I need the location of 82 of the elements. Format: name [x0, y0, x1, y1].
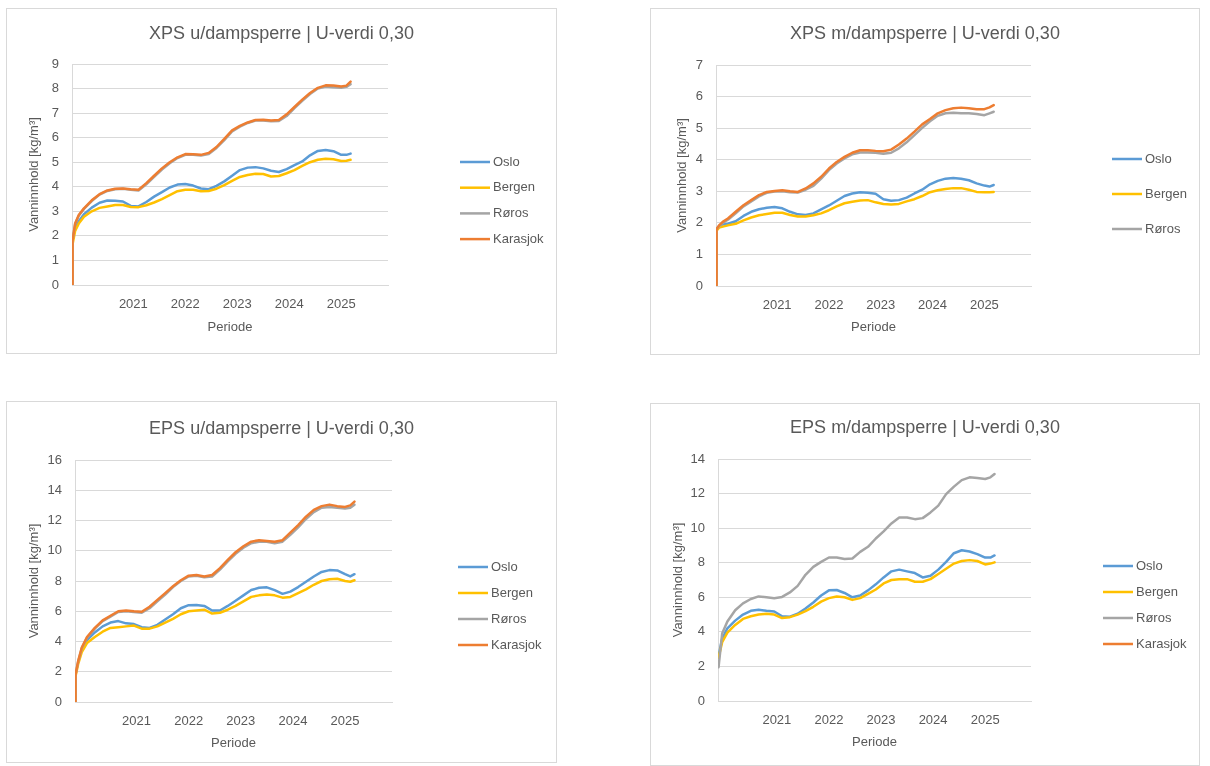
legend-label: Røros — [491, 610, 527, 626]
y-tick-label: 6 — [51, 129, 59, 145]
chart-title: XPS u/dampsperre | U-verdi 0,30 — [149, 22, 414, 43]
x-axis-title: Periode — [207, 318, 253, 334]
chart-title: XPS m/dampsperre | U-verdi 0,30 — [790, 22, 1060, 43]
y-tick-label: 2 — [697, 658, 705, 674]
x-tick-label: 2025 — [970, 712, 1000, 728]
x-tick-label: 2022 — [814, 712, 844, 728]
y-tick-label: 4 — [51, 178, 59, 194]
y-axis-title: Vanninnhold [kg/m³] — [670, 522, 686, 638]
y-axis-title: Vanninnhold [kg/m³] — [26, 523, 42, 639]
y-tick-label: 0 — [51, 276, 59, 292]
y-tick-label: 4 — [697, 623, 705, 639]
legend-label: Røros — [1136, 609, 1172, 625]
x-tick-label: 2025 — [330, 713, 360, 729]
legend-label: Karasjok — [493, 230, 545, 246]
legend-label: Oslo — [1145, 150, 1172, 166]
x-tick-label: 2024 — [918, 297, 948, 313]
y-tick-label: 9 — [51, 55, 59, 71]
y-tick-label: 14 — [47, 481, 62, 497]
x-tick-label: 2022 — [170, 296, 200, 312]
chart-title: EPS m/dampsperre | U-verdi 0,30 — [790, 416, 1060, 437]
y-tick-label: 14 — [690, 450, 705, 466]
y-tick-label: 4 — [695, 151, 703, 167]
chart-title: EPS u/dampsperre | U-verdi 0,30 — [149, 417, 414, 438]
y-tick-label: 2 — [51, 227, 59, 243]
y-tick-label: 12 — [47, 512, 62, 528]
x-tick-label: 2024 — [918, 712, 948, 728]
x-tick-label: 2021 — [122, 713, 151, 729]
x-tick-label: 2022 — [174, 713, 204, 729]
legend-label: Karasjok — [491, 636, 543, 652]
legend-label: Oslo — [1136, 557, 1163, 573]
x-axis-title: Periode — [211, 734, 256, 750]
y-tick-label: 10 — [690, 519, 705, 535]
x-tick-label: 2022 — [814, 297, 844, 313]
x-tick-label: 2021 — [762, 297, 792, 313]
legend-label: Karasjok — [1136, 635, 1188, 651]
legend-label: Røros — [1145, 220, 1181, 236]
y-tick-label: 8 — [697, 554, 705, 570]
y-tick-label: 5 — [51, 153, 59, 169]
y-tick-label: 1 — [51, 252, 59, 268]
x-tick-label: 2025 — [969, 297, 999, 313]
x-tick-label: 2024 — [278, 713, 308, 729]
x-tick-label: 2023 — [226, 713, 256, 729]
y-tick-label: 0 — [695, 277, 703, 293]
legend-label: Bergen — [1145, 185, 1187, 201]
x-axis-title: Periode — [852, 733, 897, 749]
y-tick-label: 6 — [697, 588, 705, 604]
y-tick-label: 6 — [695, 88, 703, 104]
y-tick-label: 4 — [54, 633, 62, 649]
legend-label: Bergen — [491, 584, 533, 600]
y-tick-label: 5 — [695, 119, 703, 135]
x-tick-label: 2023 — [866, 297, 896, 313]
x-tick-label: 2023 — [222, 296, 252, 312]
legend-label: Oslo — [491, 558, 518, 574]
y-tick-label: 3 — [695, 182, 703, 198]
y-axis-title: Vanninnhold [kg/m³] — [674, 118, 690, 233]
y-tick-label: 10 — [47, 542, 62, 558]
y-tick-label: 7 — [51, 104, 59, 120]
legend-label: Oslo — [493, 153, 520, 169]
y-axis-title: Vanninnhold [kg/m³] — [26, 117, 42, 232]
y-tick-label: 16 — [47, 451, 62, 467]
x-tick-label: 2021 — [118, 296, 148, 312]
y-tick-label: 3 — [51, 202, 59, 218]
legend-label: Bergen — [493, 179, 535, 195]
legend-label: Røros — [493, 204, 529, 220]
y-tick-label: 2 — [695, 214, 703, 230]
x-tick-label: 2024 — [274, 296, 304, 312]
legend-label: Bergen — [1136, 583, 1178, 599]
y-tick-label: 8 — [51, 80, 59, 96]
y-tick-label: 1 — [695, 246, 703, 262]
y-tick-label: 7 — [695, 56, 703, 72]
y-tick-label: 8 — [54, 572, 62, 588]
y-tick-label: 0 — [54, 693, 62, 709]
y-tick-label: 6 — [54, 602, 62, 618]
y-tick-label: 12 — [690, 485, 705, 501]
y-tick-label: 0 — [697, 692, 705, 708]
y-tick-label: 2 — [54, 663, 62, 679]
x-axis-title: Periode — [851, 318, 896, 334]
x-tick-label: 2025 — [326, 296, 356, 312]
x-tick-label: 2021 — [762, 712, 792, 728]
x-tick-label: 2023 — [866, 712, 896, 728]
